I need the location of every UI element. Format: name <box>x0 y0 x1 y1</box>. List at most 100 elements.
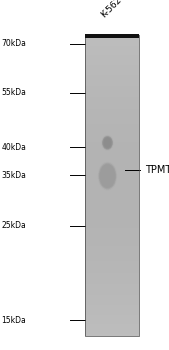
Ellipse shape <box>103 137 112 148</box>
Bar <box>84 71 139 72</box>
Bar <box>84 48 139 49</box>
Bar <box>84 40 139 41</box>
Ellipse shape <box>100 164 115 188</box>
Bar <box>84 334 139 335</box>
Bar <box>84 258 139 259</box>
Ellipse shape <box>105 140 110 146</box>
Bar <box>84 243 139 244</box>
Bar <box>84 174 139 175</box>
Bar <box>84 176 139 177</box>
Bar <box>84 217 139 218</box>
Bar <box>84 101 139 102</box>
Bar <box>84 148 139 149</box>
Bar <box>84 189 139 190</box>
Bar <box>84 104 139 105</box>
Bar <box>84 128 139 129</box>
Bar <box>84 276 139 277</box>
Bar <box>84 95 139 96</box>
Bar <box>84 236 139 237</box>
Bar <box>84 54 139 55</box>
Bar <box>84 119 139 120</box>
Bar <box>84 183 139 184</box>
Bar <box>84 324 139 325</box>
Bar <box>84 194 139 195</box>
Bar <box>84 328 139 329</box>
Bar <box>84 161 139 162</box>
Bar <box>84 282 139 283</box>
Bar <box>84 153 139 154</box>
Bar <box>84 56 139 57</box>
Bar <box>84 115 139 116</box>
Ellipse shape <box>103 169 112 183</box>
Bar <box>84 195 139 196</box>
Bar <box>84 283 139 284</box>
Bar <box>84 313 139 314</box>
Ellipse shape <box>99 163 116 189</box>
Bar <box>84 74 139 75</box>
Bar <box>84 64 139 65</box>
Ellipse shape <box>104 171 111 181</box>
Bar <box>84 133 139 134</box>
Ellipse shape <box>101 167 114 186</box>
Bar <box>84 298 139 299</box>
Bar <box>84 196 139 197</box>
Bar <box>84 169 139 170</box>
Bar <box>84 82 139 83</box>
Bar <box>84 38 139 39</box>
Bar <box>84 198 139 200</box>
Bar <box>84 49 139 50</box>
Ellipse shape <box>106 140 109 145</box>
Bar <box>84 202 139 203</box>
Bar <box>84 248 139 249</box>
Bar <box>84 72 139 73</box>
Ellipse shape <box>103 136 112 149</box>
Bar <box>84 296 139 297</box>
Bar <box>84 294 139 295</box>
Bar <box>84 66 139 67</box>
Bar <box>84 145 139 146</box>
Bar <box>84 187 139 188</box>
Bar <box>84 35 139 36</box>
Bar <box>84 76 139 77</box>
Bar <box>84 300 139 301</box>
Bar <box>84 134 139 135</box>
Bar <box>84 320 139 321</box>
Ellipse shape <box>102 167 113 185</box>
Bar <box>84 326 139 327</box>
Bar <box>84 150 139 152</box>
Bar <box>84 284 139 285</box>
Bar <box>84 120 139 121</box>
Bar <box>84 47 139 48</box>
Bar <box>84 206 139 208</box>
Ellipse shape <box>102 136 113 149</box>
Bar <box>84 46 139 47</box>
Bar <box>84 63 139 64</box>
Bar <box>84 84 139 85</box>
Bar <box>84 191 139 193</box>
Bar <box>84 154 139 155</box>
Bar <box>84 255 139 256</box>
Bar <box>84 90 139 91</box>
Bar <box>84 100 139 101</box>
Bar <box>84 67 139 68</box>
Bar <box>84 323 139 324</box>
Bar <box>84 44 139 45</box>
Bar <box>84 279 139 280</box>
Bar <box>84 264 139 265</box>
Bar <box>84 252 139 253</box>
Bar <box>84 39 139 40</box>
Bar <box>84 186 139 187</box>
Bar <box>84 240 139 241</box>
Bar <box>84 301 139 302</box>
Bar <box>84 178 139 180</box>
Bar <box>84 277 139 278</box>
Bar <box>84 96 139 97</box>
Bar <box>84 292 139 293</box>
Bar <box>84 102 139 103</box>
Bar <box>84 164 139 166</box>
Bar <box>84 137 139 138</box>
Bar <box>84 182 139 183</box>
Bar <box>84 91 139 92</box>
Bar <box>84 155 139 156</box>
Bar <box>84 271 139 272</box>
